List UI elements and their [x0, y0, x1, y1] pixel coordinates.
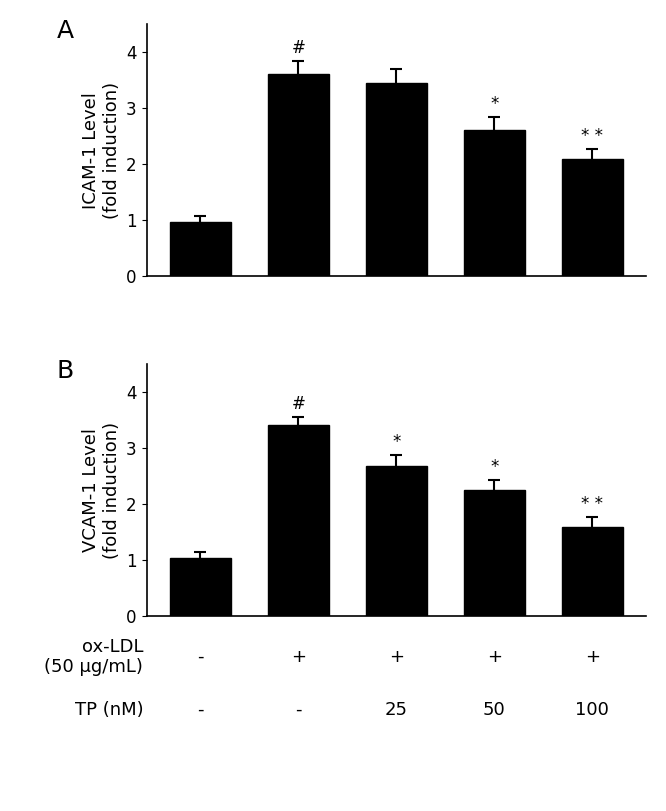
Text: A: A [57, 19, 74, 43]
Bar [562, 527, 623, 616]
Text: 50: 50 [483, 701, 505, 719]
Y-axis label: ICAM-1 Level
(fold induction): ICAM-1 Level (fold induction) [82, 82, 121, 219]
Text: * *: * * [581, 495, 603, 513]
Text: *: * [392, 433, 400, 451]
Text: +: + [585, 648, 599, 666]
Text: 100: 100 [575, 701, 609, 719]
Bar [464, 130, 525, 277]
Bar [366, 466, 427, 616]
Text: +: + [487, 648, 501, 666]
Text: *: * [490, 458, 498, 476]
Y-axis label: VCAM-1 Level
(fold induction): VCAM-1 Level (fold induction) [82, 422, 121, 559]
Text: TP (nM): TP (nM) [75, 701, 143, 719]
Text: *: * [490, 96, 498, 114]
Bar [170, 558, 230, 616]
Text: +: + [389, 648, 404, 666]
Text: #: # [292, 40, 305, 58]
Bar [268, 425, 329, 616]
Text: * *: * * [581, 127, 603, 144]
Bar [464, 491, 525, 616]
Text: +: + [291, 648, 306, 666]
Text: 25: 25 [385, 701, 408, 719]
Bar [366, 83, 427, 277]
Text: ox-LDL
(50 μg/mL): ox-LDL (50 μg/mL) [45, 637, 143, 676]
Bar [562, 159, 623, 277]
Bar [170, 222, 230, 277]
Bar [268, 74, 329, 277]
Text: -: - [197, 648, 204, 666]
Text: -: - [197, 701, 204, 719]
Text: B: B [57, 359, 74, 384]
Text: #: # [292, 395, 305, 413]
Text: -: - [295, 701, 302, 719]
